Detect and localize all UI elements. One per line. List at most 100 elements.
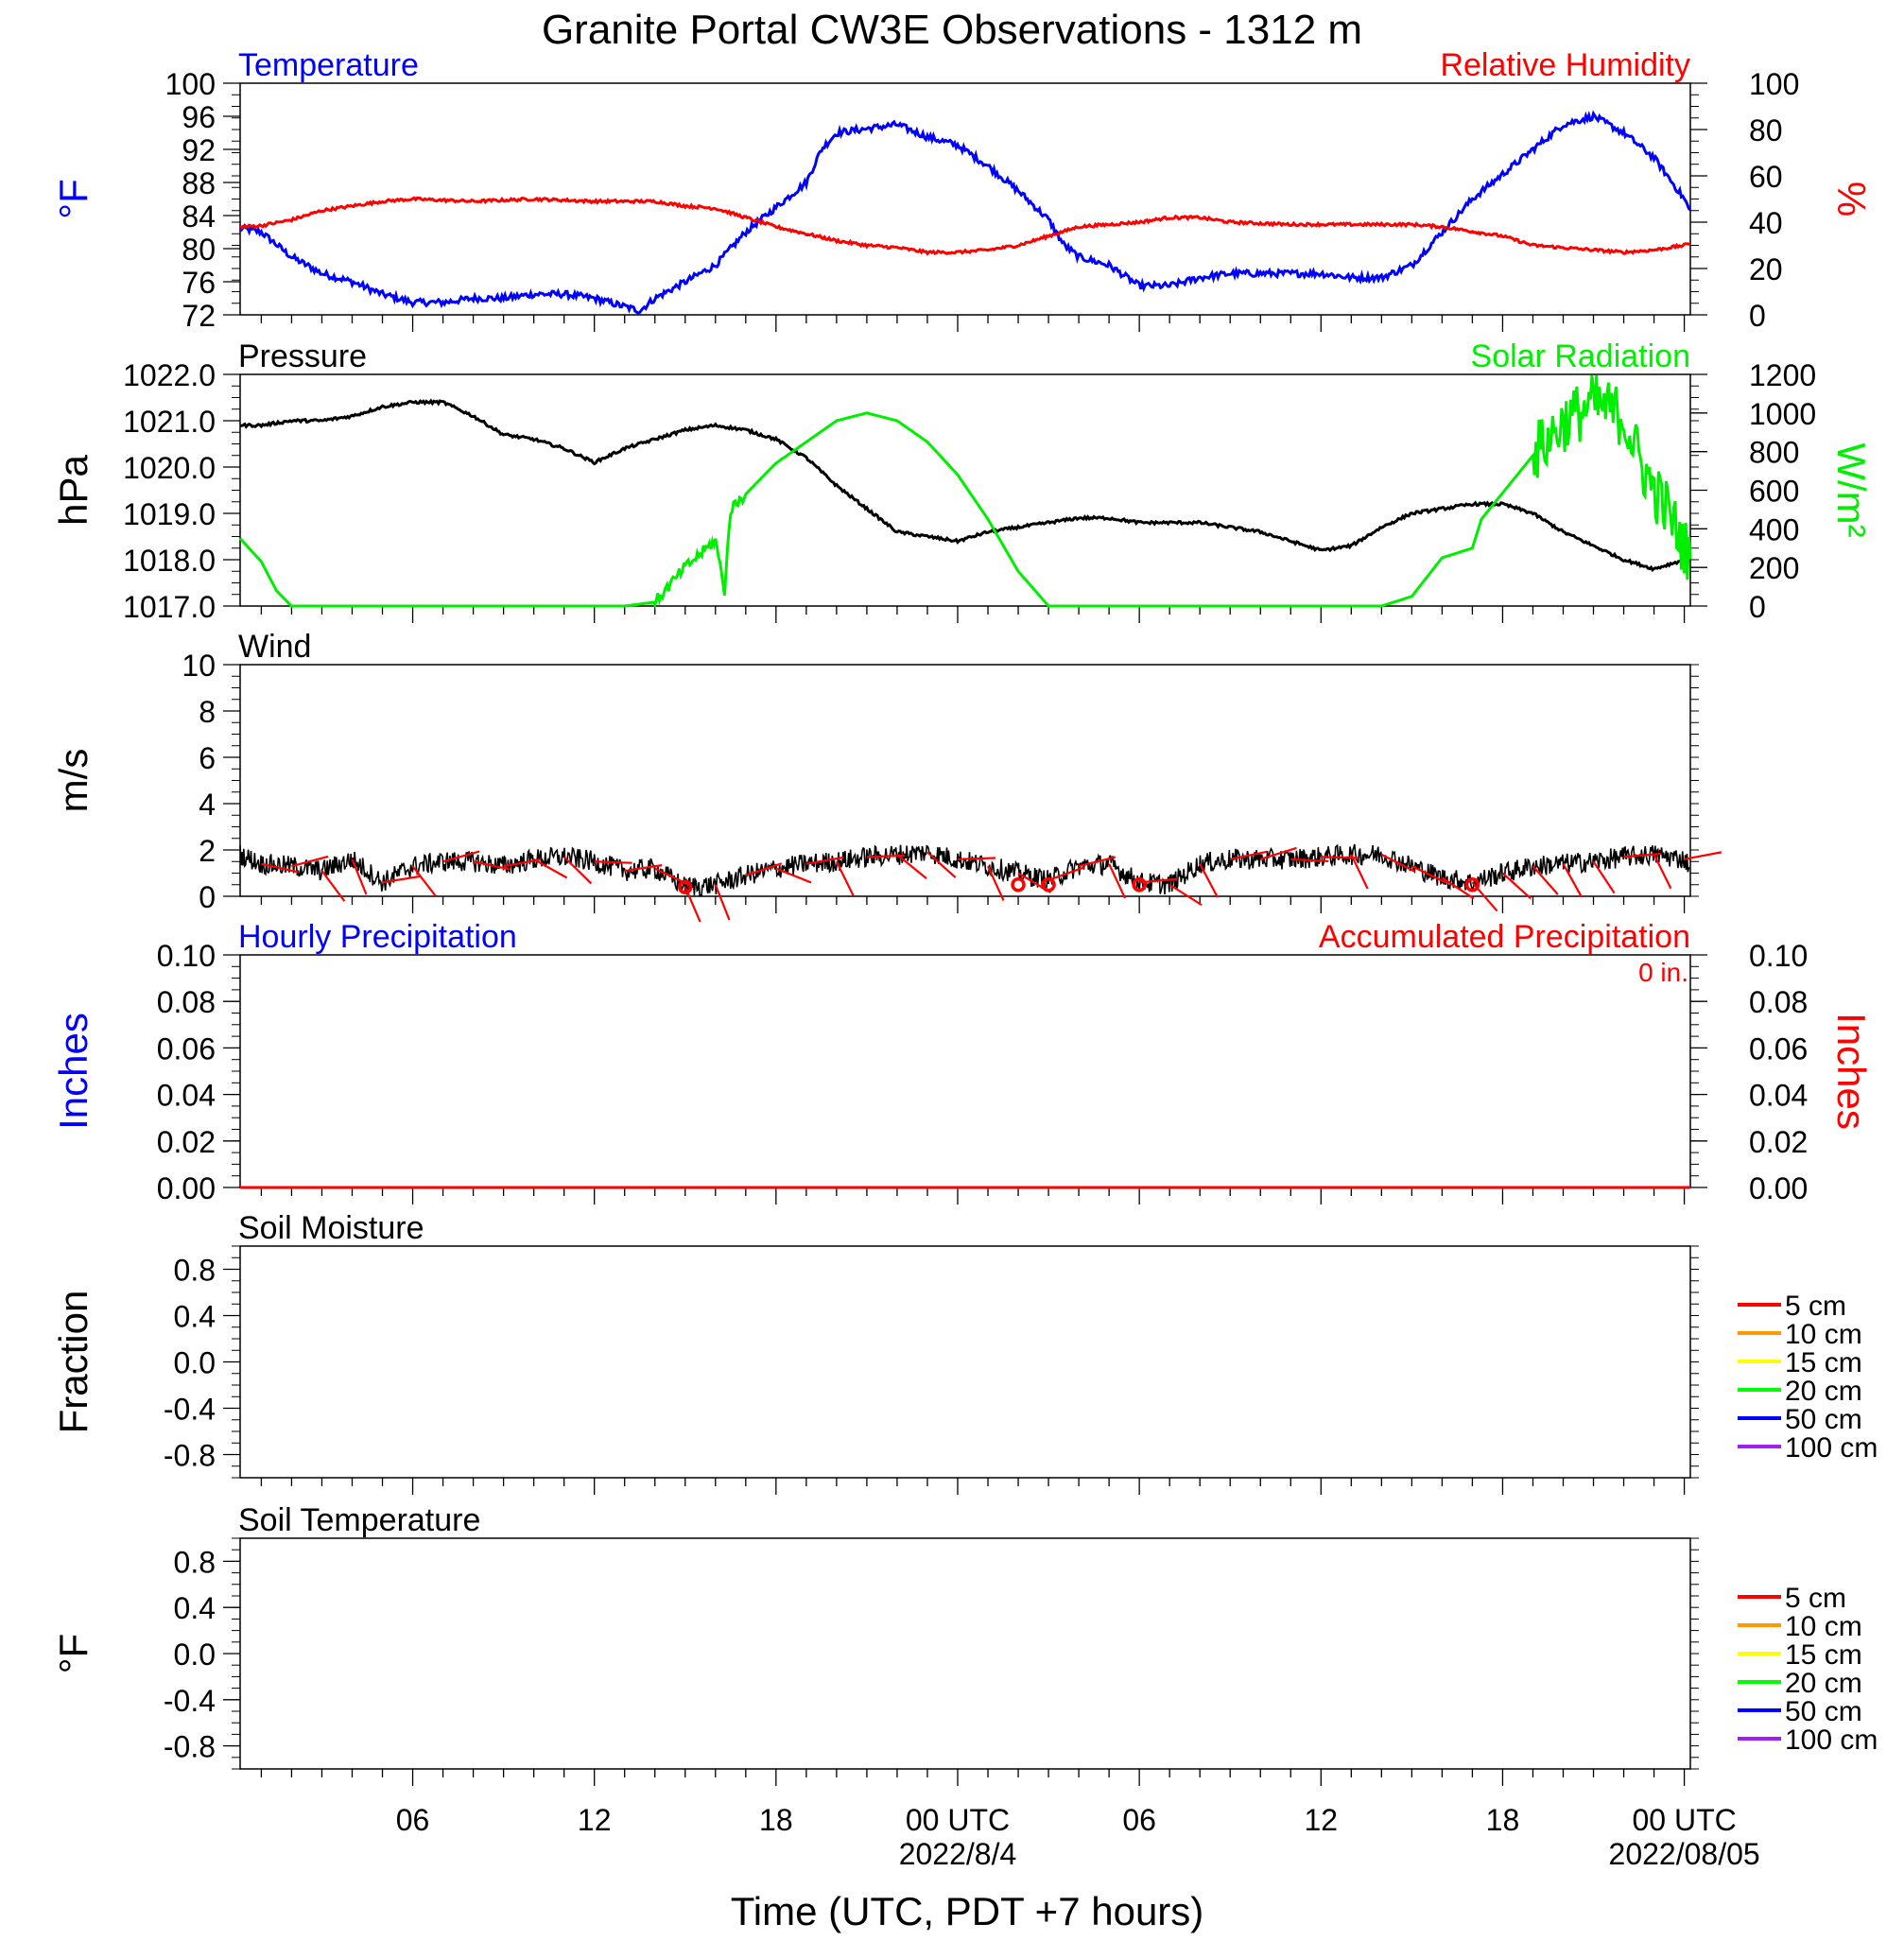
- legend-label: 15 cm: [1785, 1347, 1862, 1378]
- accumulated-total: 0 in.: [1638, 958, 1688, 987]
- y-tick-label: 6: [199, 741, 216, 775]
- y-tick-label: 0.8: [174, 1545, 216, 1579]
- wind-barb: [1380, 853, 1416, 873]
- y-tick-label: 0.8: [174, 1254, 216, 1288]
- x-tick-sublabel: 2022/08/05: [1609, 1837, 1760, 1871]
- wind-barb: [624, 864, 663, 873]
- y-tick-label: 2: [199, 834, 216, 868]
- plot-frame: [239, 1245, 1691, 1479]
- wind-calm-circle: [678, 879, 693, 894]
- y-axis-label: Inches: [51, 1013, 95, 1130]
- wind-barb: [1230, 850, 1268, 860]
- wind-barb: [835, 860, 855, 896]
- y-tick-label: -0.4: [164, 1684, 216, 1718]
- panel-left-title: Soil Temperature: [238, 1502, 480, 1538]
- y-tick-label: 1017.0: [123, 590, 216, 624]
- y2-tick-label: 600: [1749, 475, 1799, 509]
- y-tick-label: 0.08: [157, 985, 216, 1019]
- y-tick-label: 96: [182, 100, 216, 134]
- legend-label: 10 cm: [1785, 1611, 1862, 1642]
- wind-barb: [896, 854, 927, 880]
- wind-barb: [745, 862, 783, 876]
- legend-label: 100 cm: [1785, 1724, 1878, 1756]
- x-tick-label: 06: [1122, 1803, 1156, 1837]
- wind-barb: [1623, 852, 1662, 858]
- panel-left-title: Wind: [238, 629, 311, 665]
- x-tick-label: 12: [578, 1803, 612, 1837]
- wind-barb: [320, 870, 346, 902]
- wind-barb: [533, 858, 568, 879]
- y-tick-label: -0.8: [164, 1730, 216, 1764]
- y-tick-label: 80: [182, 233, 216, 267]
- wind-barb: [714, 884, 731, 921]
- y-tick-label: 76: [182, 266, 216, 300]
- wind-barb: [1350, 854, 1369, 890]
- wind-calm-circle: [1464, 877, 1480, 893]
- y2-tick-label: 0.00: [1749, 1171, 1808, 1205]
- y2-axis-label: %: [1829, 182, 1874, 217]
- wind-barb: [1653, 854, 1672, 890]
- panel-temperature-humidity: 72768084889296100020406080100Temperature…: [51, 47, 1874, 333]
- x-tick-label: 18: [759, 1803, 793, 1837]
- y-tick-label: 0.0: [174, 1638, 216, 1672]
- panel-left-title: Pressure: [238, 338, 367, 374]
- y-axis-label: °F: [51, 179, 95, 218]
- x-tick-label: 00 UTC: [906, 1803, 1010, 1837]
- panel-precipitation: 0.00 0.02 0.04 0.06 0.08 0.10 0.00 0.02 0.04 0.06…: [51, 919, 1874, 1205]
- y2-axis-label: W/m²: [1829, 442, 1874, 537]
- legend-label: 5 cm: [1785, 1583, 1846, 1614]
- wind-barb: [291, 855, 329, 868]
- series-line: [238, 374, 1692, 609]
- wind-barb: [1592, 860, 1616, 894]
- wind-barb: [1684, 851, 1722, 860]
- y2-tick-label: 800: [1749, 436, 1799, 470]
- y-tick-label: 1021.0: [123, 405, 216, 439]
- wind-barb: [1199, 863, 1219, 898]
- x-tick-label: 06: [396, 1803, 430, 1837]
- y2-axis-label: Inches: [1829, 1013, 1874, 1130]
- y-tick-label: 10: [182, 649, 216, 683]
- y2-tick-label: 0.02: [1749, 1125, 1808, 1159]
- wind-barb: [1501, 872, 1532, 900]
- y2-tick-label: 200: [1749, 551, 1799, 585]
- y-tick-label: 1020.0: [123, 451, 216, 485]
- y-axis-label: m/s: [51, 749, 95, 813]
- y-tick-label: 1022.0: [123, 358, 216, 392]
- wind-barb: [1259, 846, 1297, 860]
- plot-frame: [239, 1537, 1691, 1770]
- legend-label: 20 cm: [1785, 1376, 1862, 1407]
- wind-barb: [1168, 883, 1203, 907]
- y-axis-label: °F: [51, 1634, 95, 1673]
- y-tick-label: 0.02: [157, 1125, 216, 1159]
- y-tick-label: 1018.0: [123, 544, 216, 578]
- y-tick-label: 100: [165, 67, 216, 101]
- y-tick-label: 88: [182, 166, 216, 200]
- y-axis-label: hPa: [51, 454, 95, 525]
- wind-calm-circle: [1132, 877, 1147, 893]
- y-tick-label: 72: [182, 299, 216, 333]
- y-tick-label: 0.10: [157, 939, 216, 973]
- wind-barb: [1047, 866, 1085, 881]
- series-line: [239, 843, 1690, 896]
- y2-tick-label: 0.06: [1749, 1031, 1808, 1066]
- y-tick-label: 0: [199, 880, 216, 914]
- wind-barb: [775, 867, 812, 884]
- panel-wind: 0 2 4 6 8 10 Wind m/s: [51, 629, 1722, 923]
- y-tick-label: 0.06: [157, 1031, 216, 1066]
- wind-barb: [1532, 865, 1559, 895]
- panel-right-title: Relative Humidity: [1440, 47, 1690, 83]
- wind-barb: [805, 856, 844, 865]
- y-tick-label: 0.4: [174, 1591, 216, 1625]
- legend-label: 10 cm: [1785, 1319, 1862, 1350]
- legend-label: 50 cm: [1785, 1696, 1862, 1727]
- panel-pressure-solar: 1017.0 1018.0 1019.0 1020.0 1021.0 1022.0 0 200…: [51, 338, 1874, 624]
- y2-tick-label: 0: [1749, 590, 1766, 624]
- panel-soil-moisture: -0.8 -0.4 0.0 0.4 0.8 Soil Moisture Fraction 5 …: [51, 1210, 1878, 1495]
- wind-barb: [261, 862, 299, 874]
- wind-barb: [987, 865, 1005, 902]
- panel-left-title: Temperature: [238, 47, 419, 83]
- wind-barb: [1108, 863, 1127, 899]
- y2-tick-label: 0.10: [1749, 939, 1808, 973]
